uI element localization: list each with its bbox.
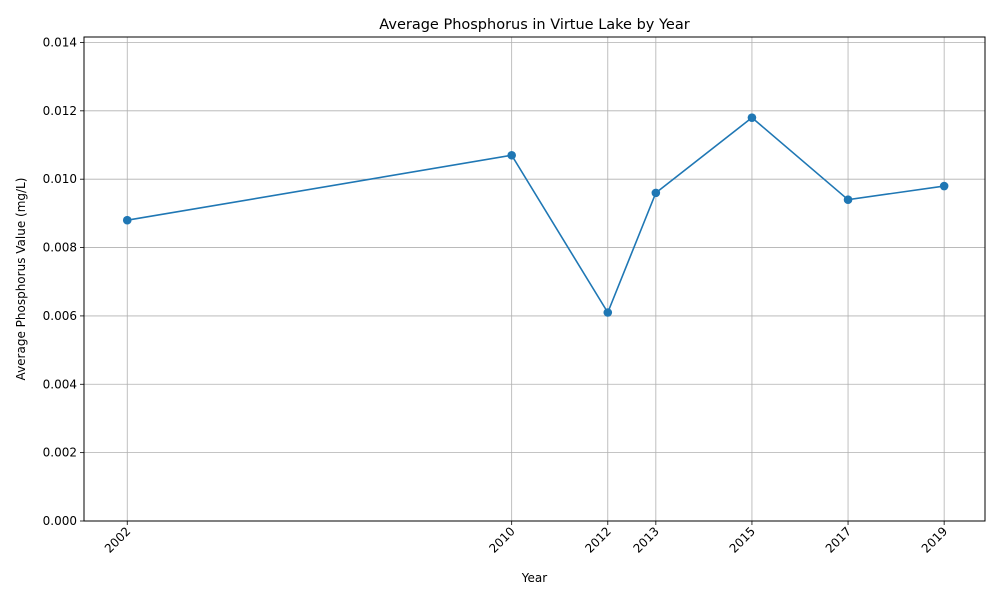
x-tick-label: 2013 (630, 524, 661, 555)
series-line-layer (127, 116, 945, 315)
x-tick-label: 2015 (727, 524, 758, 555)
grid (84, 37, 985, 522)
data-point (939, 181, 949, 191)
y-axis-ticks: 0.000 0.002 0.004 0.006 0.008 0.010 0.012 0.014 (43, 35, 84, 528)
data-point (651, 188, 661, 198)
x-tick-label: 2012 (582, 524, 613, 555)
y-tick-label: 0.006 (43, 309, 77, 323)
y-tick-label: 0.014 (43, 35, 77, 49)
data-point (843, 195, 853, 205)
chart-title: Average Phosphorus in Virtue Lake by Yea… (379, 17, 689, 33)
y-tick-label: 0.012 (43, 104, 77, 118)
plot-frame (83, 36, 986, 522)
data-points (122, 113, 949, 317)
x-tick-label: 2019 (919, 524, 950, 555)
y-axis-label: Average Phosphorus Value (mg/L) (14, 178, 28, 381)
y-tick-label: 0.000 (43, 514, 77, 528)
x-axis-ticks: 2002 2010 2012 2013 2015 2017 2019 (102, 521, 950, 556)
x-tick-label: 2002 (102, 524, 133, 555)
data-point (603, 308, 613, 317)
series-line (127, 116, 945, 315)
x-tick-label: 2010 (486, 524, 517, 555)
y-tick-label: 0.010 (43, 172, 77, 186)
y-tick-label: 0.002 (43, 446, 77, 460)
x-tick-label: 2017 (823, 524, 854, 555)
x-axis-label: Year (521, 571, 547, 585)
data-point (507, 150, 516, 160)
y-tick-label: 0.008 (43, 241, 77, 255)
data-point (747, 113, 757, 122)
data-point (122, 215, 132, 225)
y-tick-label: 0.004 (43, 377, 77, 391)
